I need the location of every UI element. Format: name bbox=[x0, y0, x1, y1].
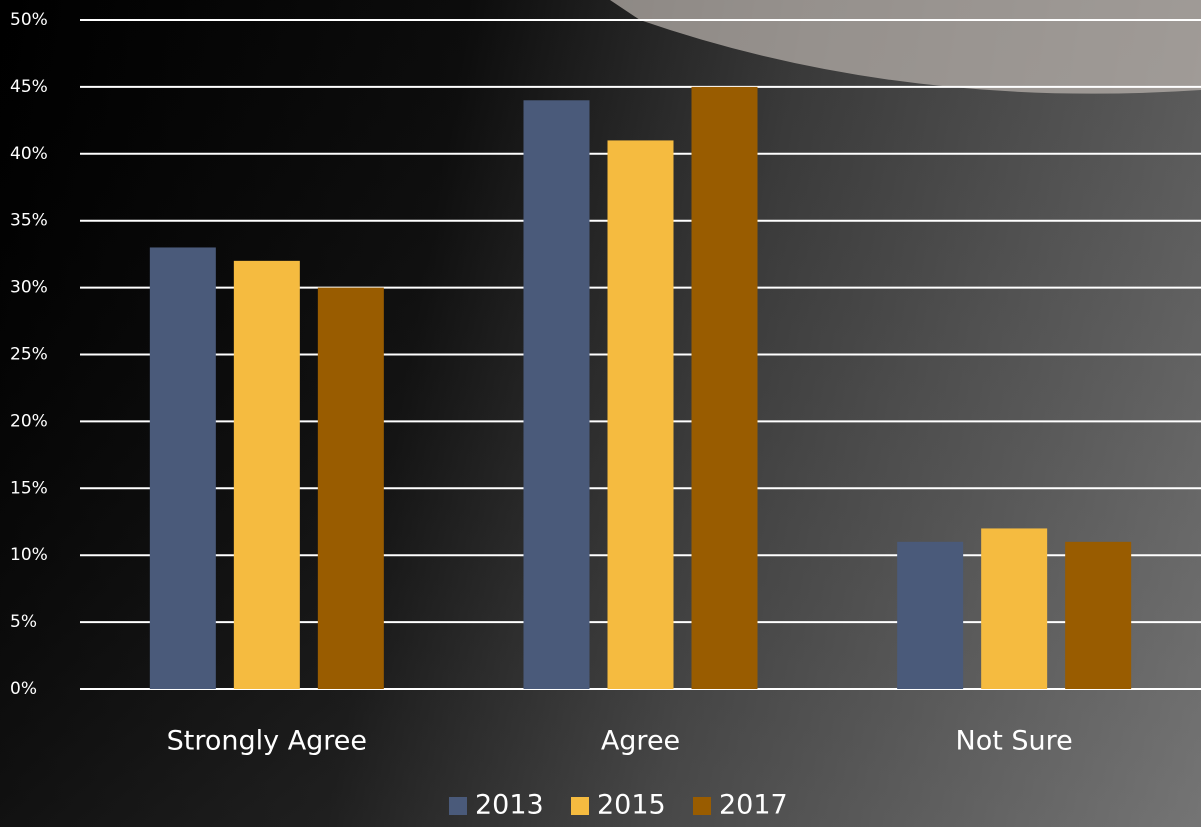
x-tick-label: Strongly Agree bbox=[167, 726, 367, 757]
y-tick-label: 10% bbox=[10, 545, 48, 565]
bar bbox=[981, 528, 1048, 689]
y-tick-label: 35% bbox=[10, 211, 48, 231]
y-tick-label: 25% bbox=[10, 345, 48, 365]
y-tick-label: 30% bbox=[10, 278, 48, 298]
bar bbox=[607, 140, 674, 690]
legend-label: 2015 bbox=[597, 790, 666, 821]
bar bbox=[149, 247, 216, 689]
bar bbox=[233, 260, 300, 689]
bar bbox=[691, 86, 758, 689]
y-tick-label: 20% bbox=[10, 411, 48, 431]
bar bbox=[317, 287, 384, 689]
x-tick-label: Not Sure bbox=[956, 726, 1073, 757]
y-tick-label: 0% bbox=[10, 679, 37, 699]
y-tick-label: 50% bbox=[10, 10, 48, 30]
y-tick-label: 45% bbox=[10, 77, 48, 97]
y-tick-label: 40% bbox=[10, 144, 48, 164]
legend-swatch bbox=[693, 797, 711, 815]
bar bbox=[897, 541, 964, 689]
legend-swatch bbox=[571, 797, 589, 815]
legend-label: 2013 bbox=[475, 790, 544, 821]
y-tick-label: 5% bbox=[10, 612, 37, 632]
x-tick-label: Agree bbox=[601, 726, 680, 757]
y-tick-label: 15% bbox=[10, 478, 48, 498]
bar bbox=[1065, 541, 1132, 689]
bar bbox=[523, 100, 590, 689]
legend-label: 2017 bbox=[719, 790, 788, 821]
background-photo bbox=[610, 0, 1201, 94]
legend-swatch bbox=[449, 797, 467, 815]
